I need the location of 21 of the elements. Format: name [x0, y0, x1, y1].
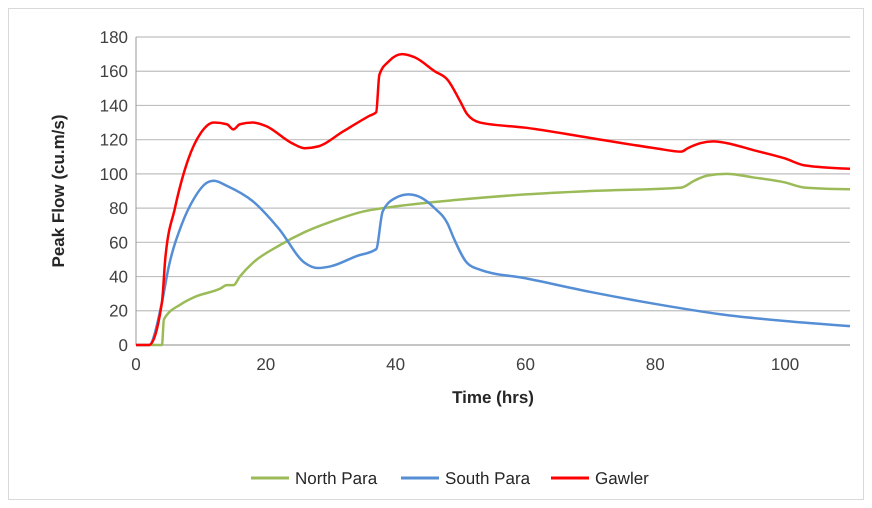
x-tick-label: 0 [131, 355, 141, 374]
legend-label: North Para [295, 468, 378, 488]
y-axis-title: Peak Flow (cu.m/s) [49, 114, 68, 268]
y-tick-label: 0 [118, 336, 128, 355]
legend-label: Gawler [595, 468, 650, 488]
x-tick-label: 20 [256, 355, 276, 374]
x-tick-label: 60 [516, 355, 535, 374]
y-tick-label: 180 [100, 28, 128, 47]
x-axis-title: Time (hrs) [452, 388, 534, 407]
y-tick-label: 120 [100, 130, 128, 150]
legend-label: South Para [445, 468, 531, 488]
x-tick-label: 100 [770, 355, 800, 374]
x-tick-label: 80 [646, 355, 665, 374]
x-tick-label: 40 [386, 355, 406, 374]
y-tick-label: 100 [100, 164, 128, 184]
y-tick-label: 20 [109, 302, 128, 321]
y-tick-label: 40 [109, 268, 128, 287]
y-tick-label: 140 [100, 96, 128, 116]
y-tick-label: 80 [109, 199, 128, 218]
y-tick-label: 60 [109, 233, 128, 252]
y-tick-label: 160 [100, 62, 128, 82]
